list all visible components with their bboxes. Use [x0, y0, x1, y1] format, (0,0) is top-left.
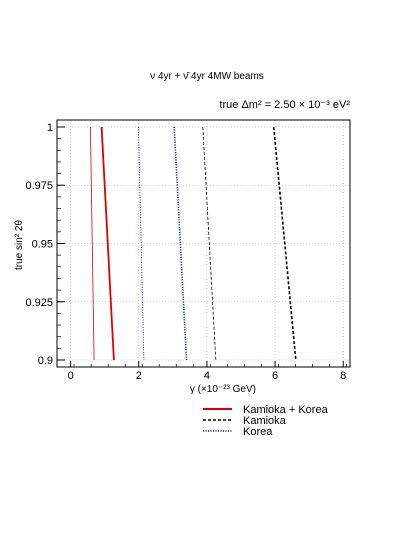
plot-frame	[56, 119, 351, 368]
series-line-kamioka-4	[202, 126, 217, 361]
y-tick-label: 0.95	[32, 239, 53, 251]
tick-labels: 0 2 4 6 8 0.9 0.925 0.95 0.975 1	[25, 122, 346, 382]
series-line-kamioka-5	[272, 126, 297, 361]
series-line-kamioka-korea-1	[100, 126, 115, 361]
y-tick-label: 1	[47, 122, 53, 134]
legend-label: Kamioka	[243, 415, 287, 427]
legend-label: Korea	[243, 426, 273, 438]
x-tick-label: 6	[272, 370, 278, 382]
series-line-kamioka-korea-0	[90, 126, 95, 361]
legend-label: Kamioka + Korea	[243, 404, 329, 416]
x-tick-label: 4	[204, 370, 210, 382]
y-tick-label: 0.925	[25, 297, 53, 309]
grid-lines	[57, 120, 350, 367]
y-tick-label: 0.975	[25, 180, 53, 192]
x-axis-label: γ (×10⁻²³ GeV)	[190, 384, 256, 395]
y-axis-label: true sin² 2θ	[14, 220, 25, 270]
y-tick-label: 0.9	[38, 355, 53, 367]
x-tick-label: 0	[68, 370, 74, 382]
data-series	[90, 126, 297, 361]
axis-ticks	[56, 126, 347, 367]
chart-subtitle: true Δm² = 2.50 × 10⁻³ eV²	[219, 99, 350, 111]
chart-title: ν 4yr + ν̄ 4yr 4MW beams	[150, 71, 264, 82]
x-tick-label: 2	[136, 370, 142, 382]
x-tick-label: 8	[340, 370, 346, 382]
